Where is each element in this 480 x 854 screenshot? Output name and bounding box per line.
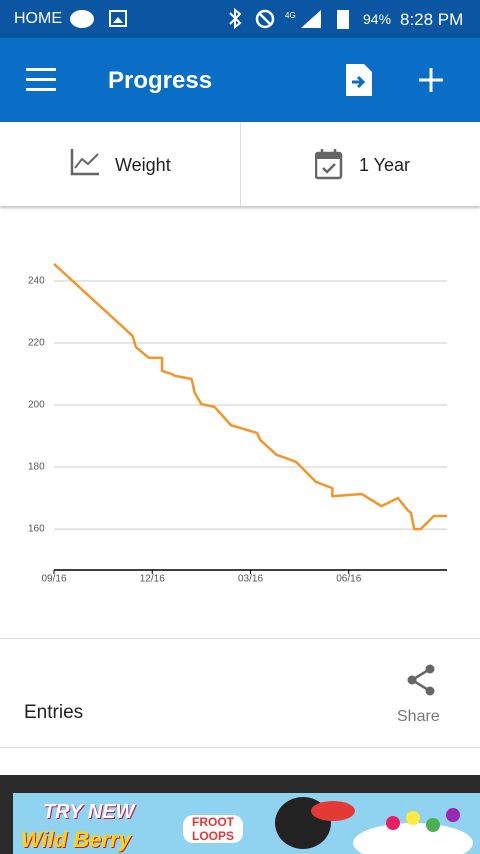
add-button[interactable] [418, 67, 446, 95]
divider [0, 638, 480, 639]
y-tick-label: 160 [28, 524, 45, 535]
ad-text: TRY NEW [43, 801, 135, 823]
x-tick-label: 09/16 [41, 574, 66, 585]
battery-level: 94% [363, 11, 392, 27]
y-tick-label: 200 [28, 400, 45, 411]
share-button[interactable]: Share [390, 662, 450, 730]
ad-image [275, 797, 473, 854]
x-tick-label: 03/16 [238, 574, 263, 585]
calendar-icon [315, 149, 343, 180]
period-tab[interactable]: 1 Year [241, 122, 480, 206]
export-button[interactable] [346, 64, 374, 96]
svg-text:4G: 4G [285, 11, 296, 20]
entries-title: Entries [24, 702, 84, 723]
status-bar: HOME 4G 94% 8:28 PM [0, 0, 480, 38]
share-icon [407, 664, 435, 696]
y-tick-label: 220 [28, 338, 45, 349]
home-label: HOME [14, 10, 62, 27]
y-tick-label: 180 [28, 462, 45, 473]
ad-banner[interactable]: TRY NEW Wild Berry FROOT LOOPS [13, 793, 480, 854]
ad-text: Wild Berry [21, 827, 131, 852]
metric-label: Weight [115, 155, 171, 175]
x-tick-label: 06/16 [336, 574, 361, 585]
y-tick-label: 240 [28, 276, 45, 287]
share-label: Share [397, 708, 440, 725]
ad-brand: FROOT LOOPS [183, 815, 243, 843]
period-label: 1 Year [359, 155, 411, 175]
chart: 160 180 200 220 240 09/16 12/16 03/16 06/16 [28, 263, 447, 585]
status-icons-left [70, 10, 127, 28]
app-title: Progress [108, 67, 213, 94]
tab-divider [240, 122, 241, 206]
app-bar: Progress [0, 38, 480, 122]
tab-bar: Weight 1 Year [0, 122, 480, 206]
clock: 8:28 PM [400, 10, 464, 29]
menu-button[interactable] [26, 68, 58, 92]
divider [0, 747, 480, 748]
chart-icon [70, 149, 99, 176]
ad-container: TRY NEW Wild Berry FROOT LOOPS [0, 775, 480, 854]
x-tick-label: 12/16 [140, 574, 165, 585]
data-line [53, 263, 447, 531]
metric-tab[interactable]: Weight [0, 122, 240, 206]
status-icons-right: 4G [229, 8, 349, 30]
